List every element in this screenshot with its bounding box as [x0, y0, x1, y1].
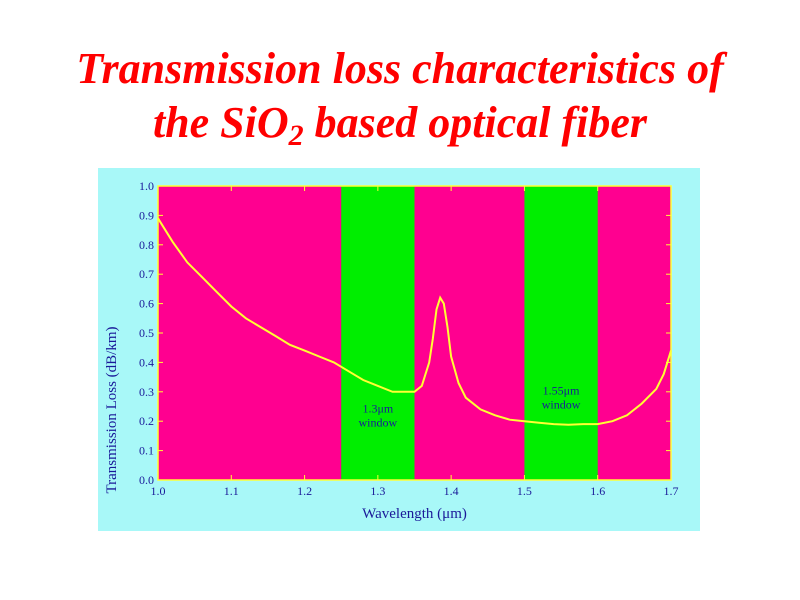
y-tick-label: 0.6	[139, 297, 154, 311]
x-tick-label: 1.7	[664, 484, 679, 498]
title-line-2-end: based optical fiber	[303, 98, 648, 147]
band-label-wavelength: 1.55μm	[543, 384, 580, 398]
y-tick-label: 0.2	[139, 414, 154, 428]
title-line-2-start: the SiO	[152, 98, 289, 147]
y-tick-label: 0.0	[139, 473, 154, 487]
y-tick-label: 0.8	[139, 238, 154, 252]
window-band-2	[524, 186, 598, 480]
y-tick-label: 0.1	[139, 444, 154, 458]
x-tick-label: 1.2	[297, 484, 312, 498]
x-tick-label: 1.4	[444, 484, 459, 498]
x-tick-label: 1.1	[224, 484, 239, 498]
title-line-2: the SiO2 based optical fiber	[0, 96, 800, 152]
band-label-window: window	[542, 398, 581, 412]
y-tick-label: 0.3	[139, 385, 154, 399]
band-label-window: window	[359, 415, 398, 429]
x-tick-label: 1.6	[590, 484, 605, 498]
y-tick-label: 1.0	[139, 179, 154, 193]
loss-chart: 1.0 1.1 1.2 1.3 1.4 1.5 1.6 1.7 0.0 0.1 0.2 0.3 0.4 0…	[104, 179, 679, 522]
y-tick-label: 0.5	[139, 326, 154, 340]
y-axis-label: Transmission Loss (dB/km)	[104, 327, 120, 494]
y-tick-label: 0.4	[139, 355, 154, 369]
slide-title: Transmission loss characteristics of the…	[0, 42, 800, 152]
band-label-wavelength: 1.3μm	[362, 401, 393, 415]
window-band-1	[341, 186, 415, 480]
y-tick-label: 0.7	[139, 267, 154, 281]
title-line-1: Transmission loss characteristics of	[76, 44, 724, 93]
chart-panel: 1.0 1.1 1.2 1.3 1.4 1.5 1.6 1.7 0.0 0.1 0.2 0.3 0.4 0…	[98, 168, 700, 531]
title-subscript: 2	[288, 119, 304, 152]
x-tick-label: 1.5	[517, 484, 532, 498]
loss-curve	[157, 217, 672, 426]
y-tick-label: 0.9	[139, 208, 154, 222]
x-axis-label: Wavelength (μm)	[362, 506, 467, 522]
x-tick-label: 1.3	[370, 484, 385, 498]
x-tick-label: 1.0	[151, 484, 166, 498]
